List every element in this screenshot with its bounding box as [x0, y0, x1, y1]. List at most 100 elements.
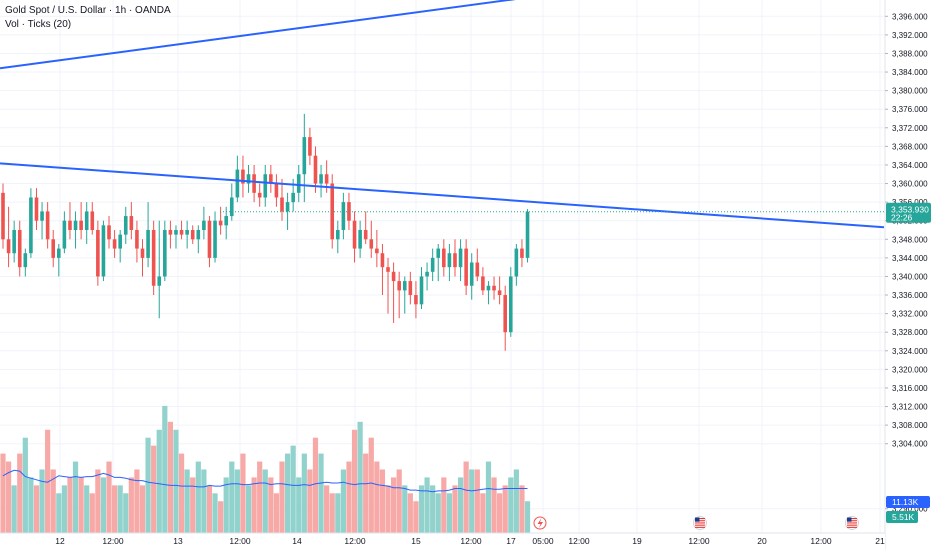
candle-body [129, 216, 134, 230]
y-tick-label: 3,372.000 [892, 124, 928, 133]
candle [73, 211, 78, 249]
candle [514, 243, 519, 286]
volume-bar [279, 461, 285, 533]
volume-bar [33, 485, 40, 533]
candle [101, 220, 106, 282]
candle [218, 206, 223, 235]
y-tick-label: 3,308.000 [892, 421, 928, 430]
volume-bar [368, 437, 374, 533]
candle-body [296, 174, 301, 193]
volume-bar [39, 469, 45, 533]
candle-body [157, 276, 162, 286]
candle [430, 248, 435, 282]
volume-bar [5, 461, 12, 533]
volume-bar [257, 461, 263, 533]
volume-pane [0, 405, 531, 533]
candle-body [146, 229, 150, 258]
candle-body [202, 220, 206, 230]
candle-body [12, 229, 16, 254]
candle-body [252, 174, 256, 193]
volume-badge [886, 511, 918, 523]
candle [235, 155, 240, 203]
candle [196, 225, 201, 254]
volume-bar [240, 453, 246, 533]
volume-bar [173, 429, 179, 533]
volume-bar [379, 469, 386, 533]
candle [1, 183, 5, 249]
volume-bar [441, 477, 447, 533]
candle [229, 183, 234, 221]
candle-body [330, 183, 335, 240]
volume-bar [167, 421, 173, 533]
volume-bar [128, 477, 134, 533]
volume-bar [457, 477, 464, 533]
y-tick-label: 3,340.000 [892, 272, 928, 281]
candle [408, 271, 413, 305]
candle-body [514, 248, 519, 277]
candle [107, 216, 111, 249]
symbol-title[interactable]: Gold Spot / U.S. Dollar · 1h · OANDA [5, 5, 171, 16]
volume-bar [452, 485, 458, 533]
volume-value: 5.51K [892, 512, 915, 522]
y-tick-label: 3,368.000 [892, 142, 928, 151]
candle-body [291, 192, 295, 203]
x-tick-label: 15 [411, 536, 421, 546]
volume-bar [307, 469, 313, 533]
volume-bar [106, 461, 112, 533]
candle-body [135, 229, 139, 249]
candle [285, 192, 290, 230]
x-tick-label: 17 [506, 536, 516, 546]
candle [213, 211, 217, 263]
volume-bar [524, 501, 531, 533]
candle-body [520, 248, 524, 258]
time-axis-bg [0, 533, 885, 550]
candle-body [112, 239, 117, 249]
candle [190, 225, 195, 244]
candle [68, 202, 72, 240]
volume-bar [485, 461, 492, 533]
us-flag-icon[interactable] [693, 516, 707, 530]
candle-body [308, 137, 312, 156]
candle-body [101, 225, 106, 277]
y-tick-label: 3,312.000 [892, 403, 928, 412]
candle-body [34, 197, 39, 221]
flash-icon[interactable] [533, 516, 547, 530]
volume-bar [508, 477, 514, 533]
volume-bar [335, 493, 341, 533]
candle [386, 257, 390, 314]
y-tick-label: 3,324.000 [892, 347, 928, 356]
candle [246, 164, 251, 193]
volume-indicator-label[interactable]: Vol · Ticks (20) [5, 19, 72, 30]
x-tick-label: 12:00 [568, 536, 590, 546]
candle [179, 220, 184, 240]
volume-bar [424, 477, 430, 533]
candle-body [369, 239, 374, 249]
candle [347, 192, 351, 230]
candle [62, 211, 67, 254]
candle [123, 206, 128, 244]
volume-bar [396, 469, 402, 533]
candle-body [196, 229, 201, 240]
candle-body [168, 229, 173, 235]
candle-body [453, 253, 457, 268]
candle-body [235, 169, 240, 198]
candle [402, 276, 407, 314]
volume-bar [223, 477, 229, 533]
us-flag-icon[interactable] [845, 516, 859, 530]
countdown-timer: 22:26 [891, 213, 913, 223]
candle-body [508, 276, 513, 333]
volume-bar [268, 477, 274, 533]
candle [352, 211, 357, 263]
candle-body [179, 229, 184, 235]
volume-bar [145, 437, 151, 533]
x-tick-label: 21 [875, 536, 885, 546]
y-tick-label: 3,380.000 [892, 87, 928, 96]
y-tick-label: 3,360.000 [892, 180, 928, 189]
candle-body [140, 248, 145, 258]
candle [419, 267, 424, 309]
price-axis-bg [885, 0, 932, 550]
y-tick-label: 3,364.000 [892, 161, 928, 170]
volume-bar [513, 469, 519, 533]
chart-legend: Gold Spot / U.S. Dollar · 1h · OANDA Vol… [5, 4, 171, 32]
